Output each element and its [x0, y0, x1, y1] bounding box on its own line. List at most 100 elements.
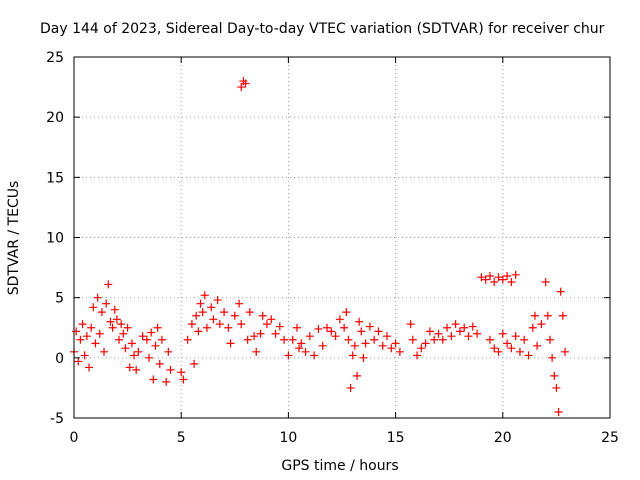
data-point-plus [490, 278, 499, 287]
data-point-plus [142, 335, 151, 344]
data-point-plus [417, 344, 426, 353]
data-point-plus [127, 339, 136, 348]
data-point-plus [355, 317, 364, 326]
data-point-plus [72, 327, 81, 336]
x-tick-label: 20 [494, 430, 512, 446]
data-point-plus [202, 323, 211, 332]
x-tick-label: 0 [70, 430, 79, 446]
data-point-plus [220, 308, 229, 317]
data-point-plus [391, 339, 400, 348]
data-point-plus [80, 351, 89, 360]
data-point-plus [198, 308, 207, 317]
data-point-plus [468, 322, 477, 331]
data-point-plus [322, 323, 331, 332]
data-point-plus [97, 308, 106, 317]
data-point-plus [262, 320, 271, 329]
data-point-plus [237, 320, 246, 329]
data-point-plus [346, 383, 355, 392]
data-point-plus [187, 320, 196, 329]
data-point-plus [545, 335, 554, 344]
data-point-plus [511, 270, 520, 279]
data-point-plus [359, 353, 368, 362]
data-point-plus [533, 341, 542, 350]
data-point-plus [473, 329, 482, 338]
data-point-plus [237, 83, 246, 92]
axis-ticks: 0 5 10 15 20 25 -5 0 5 10 15 20 25 [46, 50, 619, 446]
data-point-plus [548, 353, 557, 362]
data-point-plus [153, 323, 162, 332]
data-point-plus [91, 339, 100, 348]
data-point-plus [318, 341, 327, 350]
data-point-plus [387, 344, 396, 353]
grid-lines [74, 57, 610, 418]
data-point-plus [250, 332, 259, 341]
data-point-plus [447, 332, 456, 341]
data-point-plus [76, 335, 85, 344]
data-point-plus [87, 323, 96, 332]
data-point-plus [554, 407, 563, 416]
data-point-plus [256, 329, 265, 338]
data-point-plus [196, 299, 205, 308]
x-axis-label: GPS time / hours [281, 458, 398, 474]
y-tick-label: 10 [46, 231, 64, 247]
data-point-plus [395, 347, 404, 356]
data-point-plus [305, 332, 314, 341]
data-point-plus [370, 335, 379, 344]
data-point-plus [340, 323, 349, 332]
data-point-plus [252, 347, 261, 356]
data-point-plus [288, 335, 297, 344]
data-point-plus [121, 344, 130, 353]
data-point-plus [82, 332, 91, 341]
data-point-plus [515, 347, 524, 356]
data-point-plus [85, 363, 94, 372]
data-point-plus [481, 275, 490, 284]
data-point-plus [498, 329, 507, 338]
data-point-plus [297, 339, 306, 348]
data-point-plus [106, 317, 115, 326]
x-tick-label: 10 [279, 430, 297, 446]
data-point-plus [361, 339, 370, 348]
data-point-plus [295, 344, 304, 353]
data-point-plus [100, 347, 109, 356]
data-point-plus [147, 328, 156, 337]
data-point-plus [157, 335, 166, 344]
data-point-plus [209, 315, 218, 324]
data-point-plus [117, 320, 126, 329]
data-point-plus [477, 273, 486, 282]
data-point-plus [464, 332, 473, 341]
data-point-plus [155, 359, 164, 368]
data-point-plus [507, 278, 516, 287]
data-point-plus [224, 323, 233, 332]
data-point-plus [494, 273, 503, 282]
data-point-plus [275, 322, 284, 331]
data-point-plus [151, 341, 160, 350]
data-point-plus [108, 323, 117, 332]
data-point-plus [511, 332, 520, 341]
data-point-plus [207, 303, 216, 312]
y-tick-label: 5 [55, 291, 64, 307]
data-point-plus [74, 357, 83, 366]
data-point-plus [164, 347, 173, 356]
data-point-plus [455, 327, 464, 336]
data-point-plus [243, 335, 252, 344]
chart-title: Day 144 of 2023, Sidereal Day-to-day VTE… [40, 21, 605, 37]
data-point-plus [183, 335, 192, 344]
data-point-plus [78, 320, 87, 329]
data-point-plus [344, 335, 353, 344]
data-point-plus [342, 308, 351, 317]
data-point-plus [406, 320, 415, 329]
data-point-plus [335, 315, 344, 324]
data-point-plus [190, 359, 199, 368]
data-point-plus [460, 323, 469, 332]
data-point-plus [408, 335, 417, 344]
data-point-plus [430, 335, 439, 344]
data-point-plus [528, 323, 537, 332]
data-point-plus [490, 344, 499, 353]
data-point-plus [271, 329, 280, 338]
data-point-plus [192, 311, 201, 320]
y-tick-label: -5 [50, 411, 64, 427]
data-point-plus [560, 347, 569, 356]
data-point-plus [438, 335, 447, 344]
